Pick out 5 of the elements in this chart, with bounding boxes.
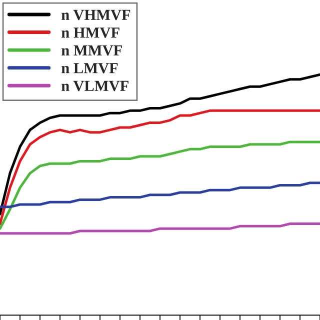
legend-label: n VHMVF (62, 10, 130, 20)
legend-label: n LMVF (62, 63, 118, 74)
legend-label: n HMVF (62, 28, 120, 38)
legend-label: n VLMVF (62, 80, 128, 92)
legend-label: n MMVF (62, 45, 122, 56)
